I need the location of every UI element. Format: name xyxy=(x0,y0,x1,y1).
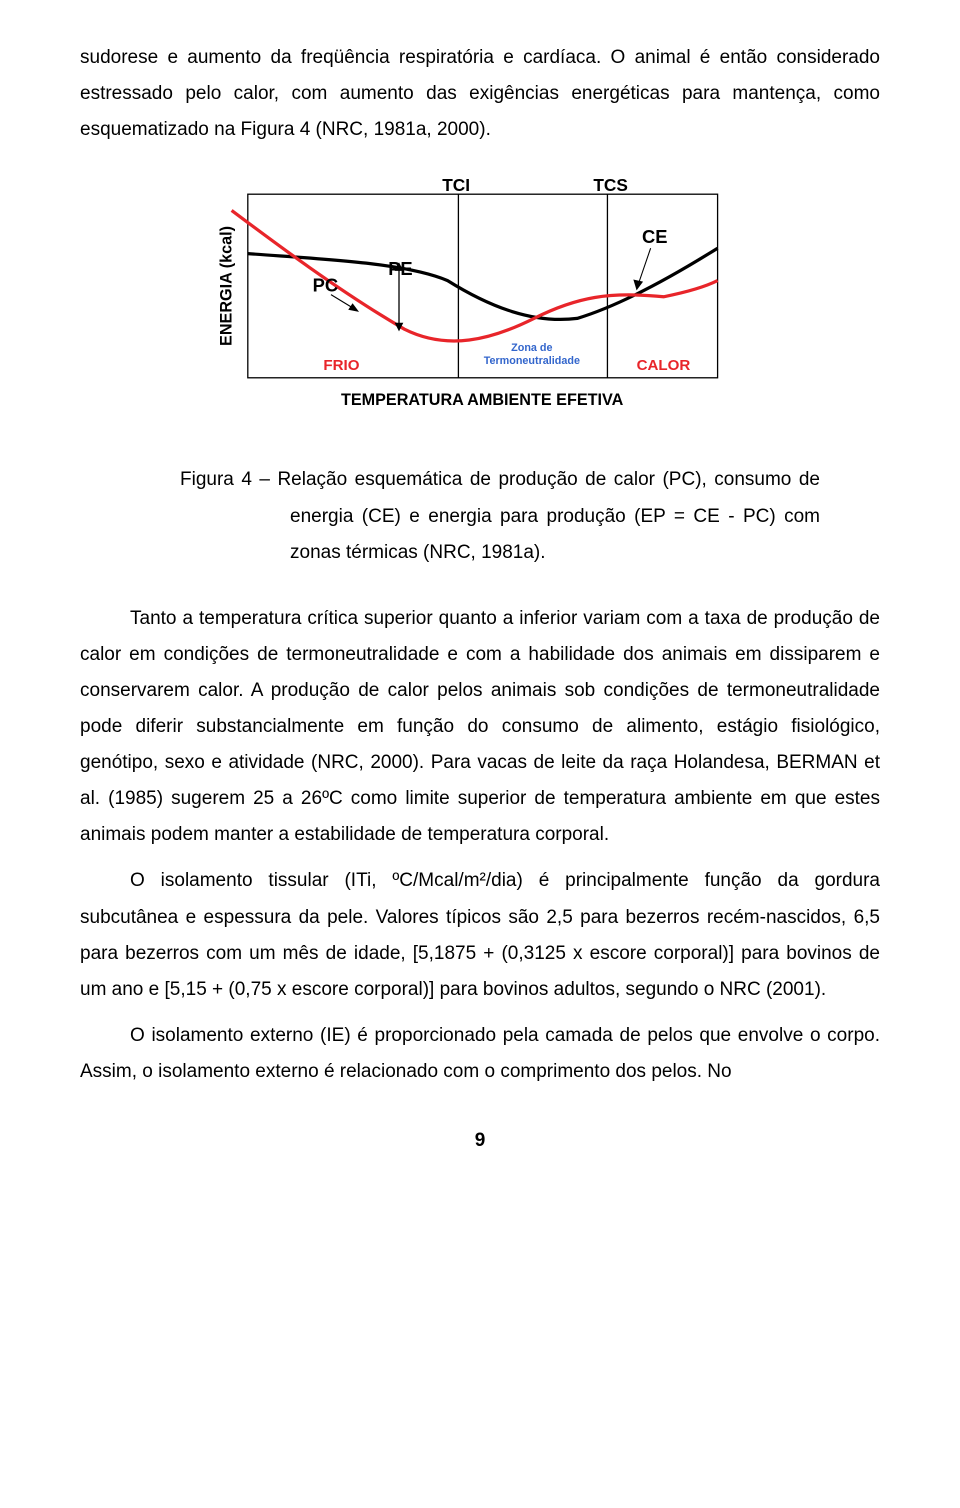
tcs-label: TCS xyxy=(593,178,628,195)
paragraph-2: Tanto a temperatura crítica superior qua… xyxy=(80,601,880,854)
zone-label-2: Termoneutralidade xyxy=(484,355,580,367)
tci-label: TCI xyxy=(442,178,470,195)
pc-pointer-head xyxy=(348,304,359,313)
pc-label: PC xyxy=(313,275,338,296)
y-axis-label: ENERGIA (kcal) xyxy=(218,226,236,346)
frio-label: FRIO xyxy=(323,358,359,375)
x-axis-label: TEMPERATURA AMBIENTE EFETIVA xyxy=(341,391,624,409)
ce-label: CE xyxy=(642,226,667,247)
chart-svg: TCI TCS PC PE CE Zona de Termoneutralida… xyxy=(210,178,750,437)
ce-pointer-head xyxy=(633,280,643,291)
page-number: 9 xyxy=(80,1130,880,1152)
zone-label-1: Zona de xyxy=(511,342,552,354)
paragraph-4: O isolamento externo (IE) é proporcionad… xyxy=(80,1018,880,1090)
figure-4-caption: Figura 4 – Relação esquemática de produç… xyxy=(180,462,820,570)
paragraph-top: sudorese e aumento da freqüência respira… xyxy=(80,40,880,148)
ce-pointer-line xyxy=(638,248,651,286)
figure-4-chart: TCI TCS PC PE CE Zona de Termoneutralida… xyxy=(210,178,750,442)
calor-label: CALOR xyxy=(637,358,691,375)
paragraph-3: O isolamento tissular (ITi, ºC/Mcal/m²/d… xyxy=(80,863,880,1007)
